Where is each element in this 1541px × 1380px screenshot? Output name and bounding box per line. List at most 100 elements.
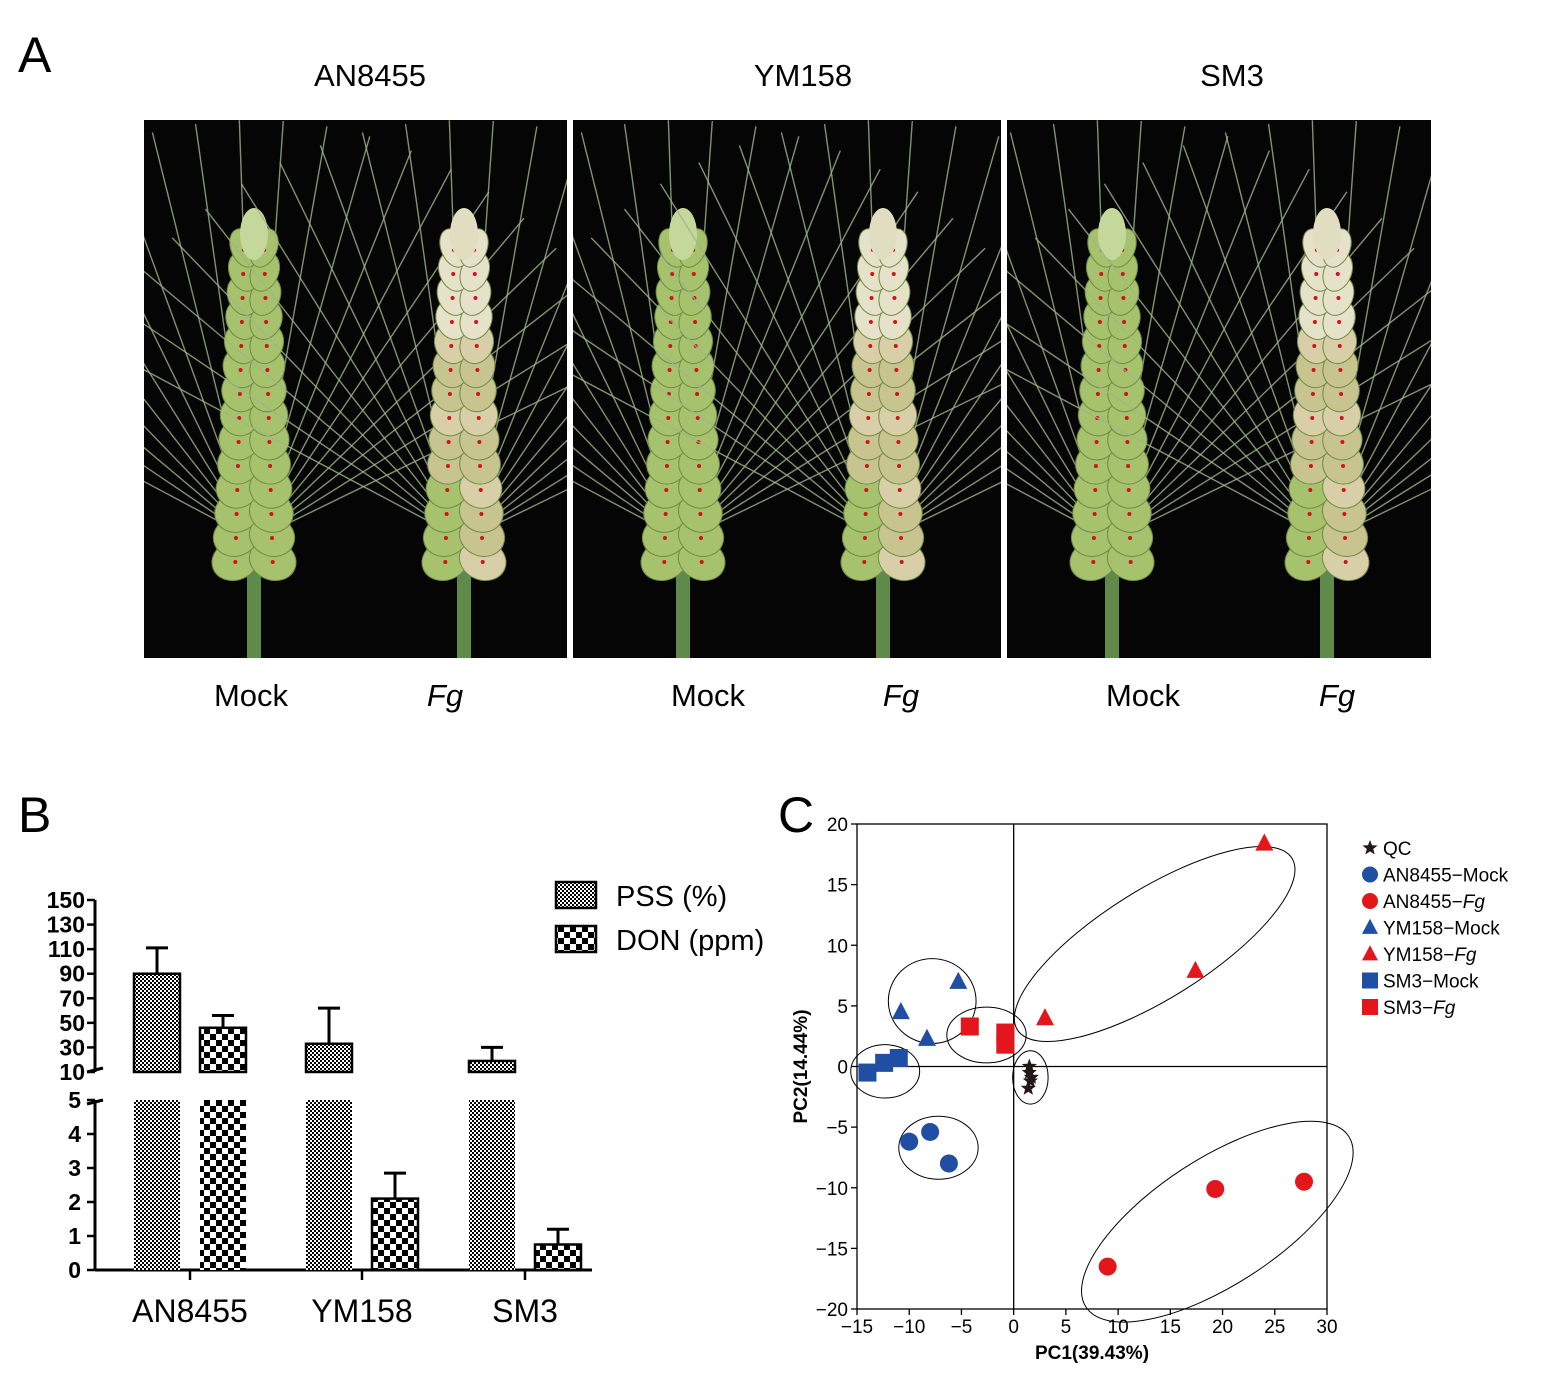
marker-dot	[897, 488, 902, 492]
marker-dot	[669, 296, 674, 300]
awn	[682, 247, 986, 541]
marker-dot	[663, 512, 668, 516]
marker-dot	[447, 416, 452, 420]
marker-dot	[864, 464, 869, 468]
marker-dot	[1092, 512, 1097, 516]
marker-dot	[473, 296, 478, 300]
marker-dot	[895, 416, 900, 420]
marker-dot	[1093, 464, 1098, 468]
y-tick-label: 15	[827, 876, 848, 897]
awn	[659, 183, 884, 541]
y-tick-label: 50	[59, 1010, 85, 1036]
x-tick-label-ym158: YM158	[311, 1293, 412, 1329]
marker-dot	[1091, 560, 1096, 564]
y-tick-label: 70	[59, 985, 85, 1011]
awn	[1007, 404, 1113, 541]
awn	[463, 416, 567, 541]
marker-dot	[862, 536, 867, 540]
x-tick-label: 20	[1212, 1317, 1233, 1338]
wheat-spikes-sm3	[1007, 120, 1431, 658]
x-tick-label-sm3: SM3	[492, 1293, 558, 1329]
marker-dot	[896, 440, 901, 444]
y-tick-label: 3	[68, 1155, 81, 1181]
marker-dot	[479, 512, 484, 516]
marker-dot	[898, 512, 903, 516]
marker-dot	[445, 464, 450, 468]
point-sm3-fg	[996, 1035, 1015, 1054]
marker-dot	[1091, 536, 1096, 540]
pca-legend: QC AN8455−Mock AN8455−Fg YM158−Mock YM158−Fg…	[1362, 839, 1509, 1019]
awn	[144, 323, 465, 541]
marker-dot	[1339, 392, 1344, 396]
marker-dot	[451, 272, 456, 276]
legend-swatch-don	[554, 924, 598, 954]
legend-label-ym158-mock: YM158−Mock	[1383, 919, 1500, 940]
x-tick-label: −15	[841, 1317, 873, 1338]
spike-tip	[1313, 208, 1341, 260]
marker-dot	[1097, 344, 1102, 348]
marker-dot	[474, 344, 479, 348]
y-tick-label: −10	[816, 1179, 848, 1200]
legend-marker-an8455-mock	[1362, 866, 1378, 883]
x-tick-label: 15	[1160, 1317, 1181, 1338]
point-an8455-fg	[1206, 1179, 1225, 1198]
legend-marker-sm3-fg	[1362, 999, 1378, 1015]
awn	[253, 294, 567, 541]
awn	[463, 386, 567, 541]
stem	[457, 560, 471, 658]
spike-mock-sm3	[1007, 120, 1431, 658]
marker-dot	[1097, 320, 1102, 324]
awn	[573, 398, 684, 541]
x-tick-label: −10	[893, 1317, 925, 1338]
marker-dot	[1311, 368, 1316, 372]
marker-dot	[897, 464, 902, 468]
legend-label-qc: QC	[1383, 839, 1412, 860]
legend-label-an8455-fg: AN8455−Fg	[1383, 892, 1485, 913]
point-an8455-mock	[900, 1132, 919, 1151]
awn	[144, 398, 255, 541]
point-ym158-mock	[917, 1028, 936, 1046]
awn	[1103, 183, 1328, 541]
ellipse-an8455-mock	[898, 1115, 979, 1180]
marker-dot	[233, 536, 238, 540]
stem	[247, 560, 261, 658]
marker-dot	[266, 392, 271, 396]
awn	[1326, 438, 1431, 541]
marker-dot	[1335, 272, 1340, 276]
marker-dot	[1313, 296, 1318, 300]
marker-dot	[449, 320, 454, 324]
marker-dot	[446, 440, 451, 444]
y-tick-label: 5	[68, 1087, 81, 1113]
marker-dot	[264, 344, 269, 348]
awn	[144, 480, 255, 541]
point-an8455-fg	[1098, 1257, 1117, 1276]
awn	[1007, 323, 1328, 541]
marker-dot	[240, 296, 245, 300]
marker-dot	[480, 536, 485, 540]
marker-dot	[1125, 440, 1130, 444]
marker-dot	[666, 416, 671, 420]
marker-dot	[695, 392, 700, 396]
legend-marker-an8455-fg	[1362, 893, 1378, 909]
bar-pss-ym158	[306, 1100, 352, 1270]
awn	[463, 474, 567, 541]
point-sm3-fg	[960, 1017, 979, 1036]
awn	[1007, 430, 1113, 541]
marker-dot	[1094, 440, 1099, 444]
marker-dot	[1339, 416, 1344, 420]
marker-dot	[894, 368, 899, 372]
awn	[573, 330, 884, 541]
bar-don-an8455	[198, 1026, 248, 1074]
marker-dot	[1306, 536, 1311, 540]
y-tick-label: 0	[68, 1257, 81, 1283]
marker-dot	[447, 392, 452, 396]
legend-marker-ym158-fg	[1362, 945, 1378, 961]
awn	[144, 464, 255, 541]
marker-dot	[235, 464, 240, 468]
marker-dot	[449, 344, 454, 348]
marker-dot	[698, 512, 703, 516]
marker-dot	[268, 488, 273, 492]
awn	[573, 362, 684, 541]
marker-dot	[866, 416, 871, 420]
